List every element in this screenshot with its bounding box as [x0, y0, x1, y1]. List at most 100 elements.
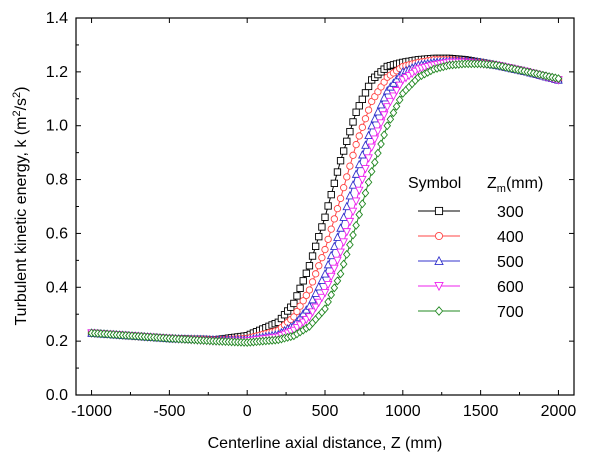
data-point: [361, 115, 370, 123]
x-axis: -1000 -500 0 500 1000 1500 2000: [71, 18, 576, 420]
data-point: [314, 298, 324, 308]
data-point: [299, 277, 307, 285]
legend-header-symbol: Symbol: [408, 175, 461, 192]
legend-label: 500: [497, 254, 524, 271]
data-point: [348, 180, 358, 189]
y-axis-title-suffix: ): [13, 87, 30, 92]
data-point: [336, 269, 345, 279]
data-point: [330, 179, 338, 187]
data-point: [392, 87, 401, 96]
data-point: [308, 308, 317, 317]
data-point: [376, 99, 386, 109]
data-point: [371, 157, 379, 167]
data-point: [364, 106, 373, 114]
data-point: [367, 120, 377, 130]
data-point: [320, 289, 330, 298]
data-point: [376, 119, 386, 128]
series-layer: [87, 54, 563, 347]
data-point: [358, 123, 366, 131]
series-line: [91, 57, 559, 341]
data-point: [345, 217, 355, 227]
data-point: [308, 278, 317, 286]
data-point: [346, 162, 354, 170]
data-point: [361, 140, 370, 149]
series-500: [87, 56, 563, 344]
data-point: [349, 118, 357, 126]
data-point: [305, 313, 314, 322]
x-tick-label: 500: [312, 403, 339, 420]
data-point: [354, 159, 364, 169]
data-point: [367, 143, 377, 153]
data-point: [312, 242, 320, 251]
data-point: [340, 183, 348, 192]
data-point: [318, 223, 326, 231]
data-point: [324, 202, 332, 210]
data-point: [349, 151, 357, 159]
legend-marker: [434, 231, 444, 241]
data-point: [358, 95, 366, 103]
data-point: [346, 127, 354, 136]
data-point: [339, 238, 349, 247]
data-point: [290, 299, 298, 308]
data-point: [348, 207, 358, 217]
data-point: [352, 108, 360, 116]
data-point: [320, 269, 330, 278]
data-point: [308, 252, 317, 260]
x-axis-title: Centerline axial distance, Z (mm): [208, 435, 443, 452]
legend-item: 300: [418, 204, 524, 221]
legend-header-z-letter: Z: [487, 175, 497, 192]
data-point: [392, 101, 401, 111]
data-point: [386, 97, 395, 107]
data-point: [330, 283, 339, 293]
legend-label: 700: [497, 304, 524, 321]
data-point: [326, 250, 336, 260]
data-point: [361, 188, 370, 198]
x-tick-label: 2000: [541, 403, 577, 420]
data-point: [317, 275, 327, 284]
data-point: [308, 294, 317, 304]
series-700: [87, 59, 563, 347]
data-point: [299, 297, 307, 305]
legend-rows: 300 400 500 600 700: [418, 204, 524, 321]
data-point: [324, 297, 332, 307]
data-point: [311, 303, 320, 312]
legend-item: 600: [418, 279, 524, 296]
data-point: [370, 135, 380, 144]
data-point: [333, 168, 342, 176]
data-point: [302, 269, 310, 277]
data-point: [323, 259, 333, 269]
data-point: [395, 95, 404, 105]
data-point: [333, 256, 342, 266]
data-point: [358, 150, 367, 159]
data-point: [327, 225, 335, 233]
y-axis-title-prefix: Turbulent kinetic energy, k (m: [13, 117, 30, 326]
data-point: [296, 302, 304, 310]
data-point: [293, 292, 301, 300]
data-point: [343, 137, 351, 145]
legend-marker: [434, 281, 444, 292]
data-point: [305, 301, 314, 310]
series-line: [91, 59, 559, 341]
data-point: [321, 245, 329, 254]
data-point: [373, 127, 383, 136]
data-point: [336, 194, 345, 203]
y-axis-title-mid: /s: [13, 98, 30, 110]
data-point: [389, 108, 398, 118]
legend-item: 400: [418, 229, 524, 246]
series-400: [87, 56, 563, 344]
legend-label: 400: [497, 229, 524, 246]
data-point: [361, 165, 370, 174]
data-point: [336, 157, 345, 165]
data-point: [364, 130, 373, 140]
series-line: [91, 61, 559, 342]
y-tick-label: 1.2: [46, 64, 68, 81]
data-point: [324, 235, 332, 244]
data-point: [315, 233, 323, 241]
legend-item: 700: [418, 304, 524, 321]
data-point: [358, 175, 367, 185]
data-point: [330, 215, 338, 223]
data-point: [314, 281, 324, 291]
data-point: [343, 173, 351, 181]
data-point: [382, 103, 392, 112]
y-tick-label: 1.0: [46, 118, 68, 135]
